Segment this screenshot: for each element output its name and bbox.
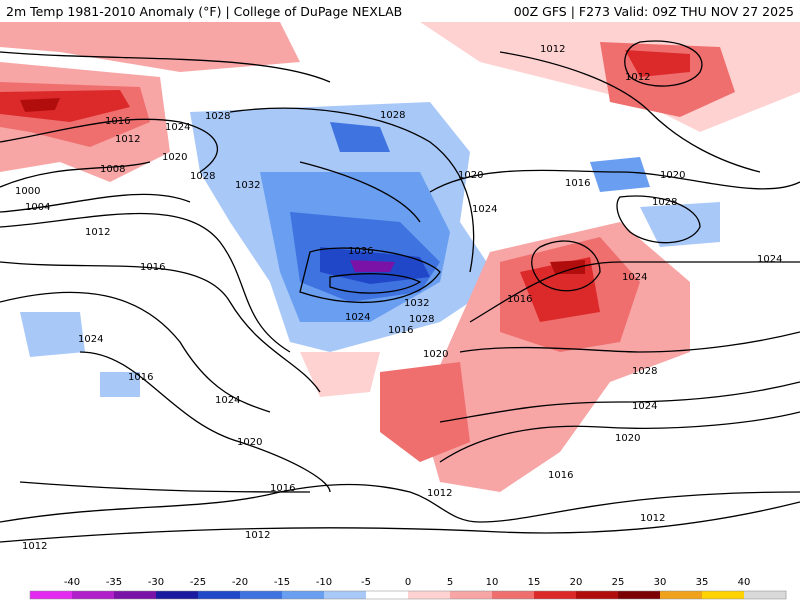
isobar-label: 1028 bbox=[409, 314, 434, 325]
colorbar-tick-label: -35 bbox=[106, 577, 122, 588]
isobar-label: 1024 bbox=[632, 401, 657, 412]
colorbar-swatch bbox=[30, 591, 73, 599]
isobar-label: 1020 bbox=[660, 170, 685, 181]
colorbar-swatch bbox=[366, 591, 409, 599]
isobar-label: 1024 bbox=[78, 334, 103, 345]
colorbar-swatch bbox=[408, 591, 451, 599]
isobar-label: 1016 bbox=[270, 483, 295, 494]
colorbar-tick-label: 20 bbox=[570, 577, 583, 588]
isobar-label: 1024 bbox=[215, 395, 240, 406]
colorbar-swatch bbox=[618, 591, 661, 599]
isobar-label: 1000 bbox=[15, 186, 40, 197]
map-title: 2m Temp 1981-2010 Anomaly (°F) | College… bbox=[6, 3, 403, 19]
model-valid-time: 00Z GFS | F273 Valid: 09Z THU NOV 27 202… bbox=[513, 3, 794, 19]
colorbar-tick-label: 10 bbox=[486, 577, 499, 588]
colorbar-swatch bbox=[282, 591, 325, 599]
colorbar-swatch bbox=[156, 591, 199, 599]
colorbar-swatch bbox=[114, 591, 157, 599]
isobar-label: 1032 bbox=[235, 180, 260, 191]
isobar-label: 1012 bbox=[245, 530, 270, 541]
colorbar-swatch bbox=[324, 591, 367, 599]
colorbar-tick-label: -5 bbox=[361, 577, 371, 588]
isobar-label: 1020 bbox=[458, 170, 483, 181]
isobar-label: 1016 bbox=[565, 178, 590, 189]
isobar-label: 1028 bbox=[380, 110, 405, 121]
colorbar-tick-label: 35 bbox=[696, 577, 709, 588]
colorbar-tick-label: -25 bbox=[190, 577, 206, 588]
isobar-label: 1020 bbox=[615, 433, 640, 444]
anomaly-fill-layer bbox=[0, 22, 800, 492]
weather-map: 1012 1012 1028 1016 1012 1008 1000 1004 … bbox=[0, 22, 800, 552]
isobar-label: 1016 bbox=[140, 262, 165, 273]
isobar-label: 1012 bbox=[115, 134, 140, 145]
isobar-label: 1020 bbox=[162, 152, 187, 163]
isobar-label: 1012 bbox=[625, 72, 650, 83]
colorbar-tick-label: -20 bbox=[232, 577, 248, 588]
map-header: 2m Temp 1981-2010 Anomaly (°F) | College… bbox=[0, 0, 800, 22]
colorbar-tick-label: -40 bbox=[64, 577, 80, 588]
colorbar-swatch bbox=[72, 591, 115, 599]
isobar-lines bbox=[0, 40, 800, 543]
isobar-label: 1020 bbox=[237, 437, 262, 448]
isobar-label: 1016 bbox=[105, 116, 130, 127]
isobar-label: 1028 bbox=[190, 171, 215, 182]
isobar-label: 1012 bbox=[640, 513, 665, 524]
colorbar-swatch bbox=[660, 591, 703, 599]
isobar-label: 1024 bbox=[345, 312, 370, 323]
isobar-label: 1016 bbox=[128, 372, 153, 383]
isobar-label: 1008 bbox=[100, 164, 125, 175]
colorbar-tick-label: 15 bbox=[528, 577, 541, 588]
colorbar-swatch bbox=[198, 591, 241, 599]
isobar-label: 1012 bbox=[22, 541, 47, 552]
isobar-label: 1004 bbox=[25, 202, 50, 213]
colorbar-tick-label: 0 bbox=[405, 577, 411, 588]
colorbar-tick-label: 40 bbox=[738, 577, 751, 588]
colorbar-swatch bbox=[534, 591, 577, 599]
colorbar-tick-label: 30 bbox=[654, 577, 667, 588]
isobar-label: 1024 bbox=[472, 204, 497, 215]
isobar-label: 1016 bbox=[388, 325, 413, 336]
isobar-label: 1028 bbox=[205, 111, 230, 122]
colorbar-area: -40 -35 -30 -25 -20 -15 -10 -5 0 5 10 15 20 25 30 35 40 bbox=[0, 575, 800, 600]
colorbar-swatch bbox=[744, 591, 787, 599]
colorbar-tick-label: -15 bbox=[274, 577, 290, 588]
colorbar-swatch bbox=[702, 591, 745, 599]
isobar-label: 1024 bbox=[622, 272, 647, 283]
isobar-label: 1024 bbox=[165, 122, 190, 133]
isobar-label: 1016 bbox=[507, 294, 532, 305]
isobar-label: 1032 bbox=[404, 298, 429, 309]
colorbar-swatch bbox=[450, 591, 493, 599]
colorbar-tick-label: 25 bbox=[612, 577, 625, 588]
colorbar-swatch bbox=[492, 591, 535, 599]
isobar-label: 1028 bbox=[632, 366, 657, 377]
isobar-label: 1020 bbox=[423, 349, 448, 360]
isobar-label: 1036 bbox=[348, 246, 373, 257]
isobar-label: 1028 bbox=[652, 197, 677, 208]
colorbar-frame bbox=[29, 590, 787, 600]
colorbar-swatch bbox=[576, 591, 619, 599]
colorbar-swatch bbox=[240, 591, 283, 599]
colorbar-tick-label: 5 bbox=[447, 577, 453, 588]
colorbar-tick-label: -10 bbox=[316, 577, 332, 588]
isobar-label: 1024 bbox=[757, 254, 782, 265]
colorbar-tick-label: -30 bbox=[148, 577, 164, 588]
isobar-label: 1016 bbox=[548, 470, 573, 481]
colorbar: -40 -35 -30 -25 -20 -15 -10 -5 0 5 10 15 20 25 30 35 40 bbox=[29, 577, 787, 600]
isobar-label: 1012 bbox=[427, 488, 452, 499]
isobar-label: 1012 bbox=[85, 227, 110, 238]
isobar-labels: 1012 1012 1028 1016 1012 1008 1000 1004 … bbox=[15, 44, 782, 552]
isobar-label: 1012 bbox=[540, 44, 565, 55]
